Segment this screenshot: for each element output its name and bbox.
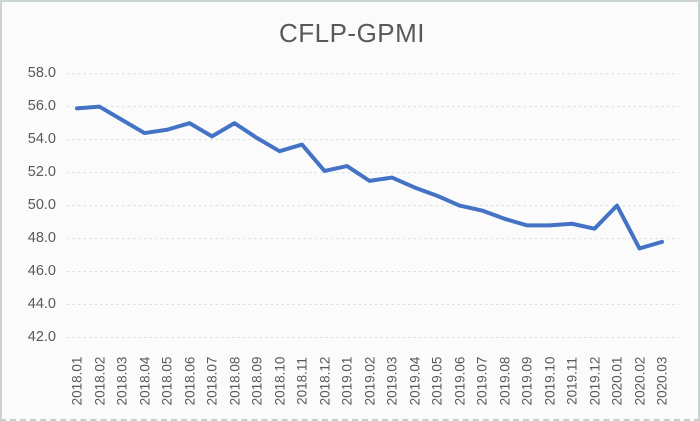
x-tick-label: 2018.08 bbox=[227, 356, 242, 406]
x-tick-label: 2019.05 bbox=[429, 356, 445, 406]
y-tick-label: 44.0 bbox=[27, 295, 56, 312]
x-tick-label: 2018.12 bbox=[317, 356, 332, 406]
x-tick-label: 2019.11 bbox=[564, 357, 580, 405]
x-tick-label: 2018.06 bbox=[182, 356, 197, 406]
x-tick-label: 2018.07 bbox=[204, 356, 220, 406]
x-tick-label: 2018.03 bbox=[114, 356, 130, 406]
x-tick-label: 2020.03 bbox=[654, 356, 670, 406]
x-tick-label: 2019.07 bbox=[474, 356, 490, 406]
x-tick-label: 2019.12 bbox=[587, 356, 602, 406]
x-tick-label: 2018.09 bbox=[249, 356, 265, 406]
x-tick-label: 2019.01 bbox=[339, 356, 355, 406]
y-tick-label: 52.0 bbox=[27, 163, 56, 180]
y-tick-label: 58.0 bbox=[27, 64, 56, 81]
x-tick-label: 2020.02 bbox=[632, 356, 647, 406]
x-tick-label: 2019.03 bbox=[384, 356, 400, 406]
y-tick-label: 48.0 bbox=[27, 229, 56, 246]
y-tick-label: 50.0 bbox=[27, 196, 56, 213]
y-tick-label: 56.0 bbox=[27, 97, 56, 114]
x-tick-label: 2019.06 bbox=[452, 356, 467, 406]
y-tick-label: 46.0 bbox=[27, 262, 56, 279]
x-tick-label: 2019.02 bbox=[362, 356, 377, 406]
x-tick-label: 2018.10 bbox=[272, 356, 287, 406]
chart-title: CFLP-GPMI bbox=[278, 18, 426, 48]
x-tick-label: 2019.08 bbox=[497, 356, 512, 406]
x-tick-label: 2019.09 bbox=[519, 356, 535, 406]
y-tick-label: 54.0 bbox=[27, 130, 56, 147]
x-tick-label: 2018.05 bbox=[159, 356, 175, 406]
x-tick-label: 2018.04 bbox=[137, 356, 152, 406]
x-tick-label: 2020.01 bbox=[609, 356, 625, 406]
data-series-line bbox=[75, 104, 664, 251]
x-tick-label: 2018.01 bbox=[69, 356, 85, 406]
y-tick-label: 42.0 bbox=[27, 328, 56, 345]
x-tick-label: 2019.10 bbox=[542, 356, 557, 406]
x-tick-label: 2019.04 bbox=[407, 356, 422, 406]
x-tick-label: 2018.11 bbox=[294, 357, 310, 405]
x-tick-label: 2018.02 bbox=[92, 356, 107, 406]
